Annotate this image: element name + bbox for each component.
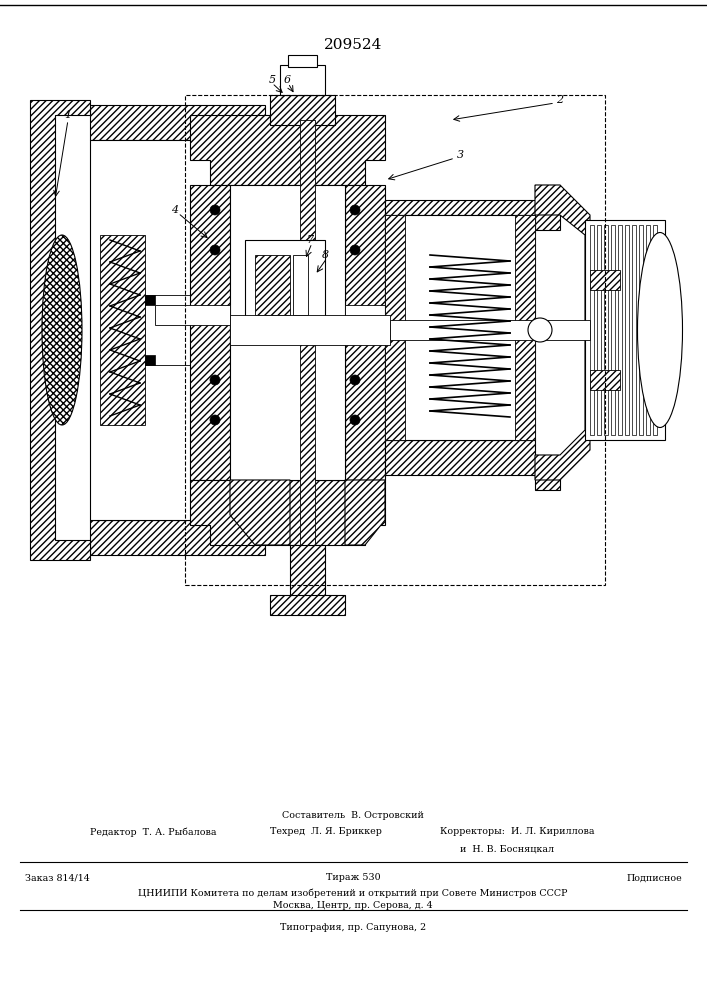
Text: 8: 8 (322, 250, 329, 260)
Bar (585, 220, 665, 440)
Circle shape (210, 205, 220, 215)
Bar (590, 225, 594, 435)
Bar (345, 185, 385, 480)
Bar (611, 225, 615, 435)
Ellipse shape (42, 235, 82, 425)
Text: Москва, Центр, пр. Серова, д. 4: Москва, Центр, пр. Серова, д. 4 (273, 900, 433, 910)
Bar (270, 95, 335, 125)
Text: Редактор  Т. А. Рыбалова: Редактор Т. А. Рыбалова (90, 827, 216, 837)
Bar (255, 255, 290, 315)
Bar (280, 65, 325, 95)
Text: ЦНИИПИ Комитета по делам изобретений и открытий при Совете Министров СССР: ЦНИИПИ Комитета по делам изобретений и о… (139, 888, 568, 898)
Bar (185, 95, 605, 585)
Bar (100, 235, 145, 425)
Text: Техред  Л. Я. Бриккер: Техред Л. Я. Бриккер (270, 828, 382, 836)
Bar (290, 545, 325, 600)
Bar (288, 55, 317, 67)
Bar (270, 595, 345, 615)
Circle shape (350, 205, 360, 215)
Polygon shape (230, 480, 290, 545)
Bar (604, 225, 608, 435)
Bar (639, 225, 643, 435)
Bar (145, 295, 270, 365)
Bar (90, 520, 265, 555)
Bar (245, 240, 325, 330)
Bar (590, 270, 620, 290)
Polygon shape (30, 100, 90, 560)
Text: Тираж 530: Тираж 530 (326, 874, 380, 882)
Bar (390, 320, 590, 340)
Bar (625, 225, 629, 435)
Bar (230, 185, 345, 480)
Polygon shape (385, 185, 560, 230)
Text: 209524: 209524 (324, 38, 382, 52)
Text: Заказ 814/14: Заказ 814/14 (25, 874, 90, 882)
Bar (632, 225, 636, 435)
Bar (653, 225, 657, 435)
Text: 2: 2 (556, 95, 563, 105)
Bar (345, 305, 390, 325)
Text: 7: 7 (306, 235, 314, 245)
Circle shape (528, 318, 552, 342)
Bar (145, 295, 155, 305)
Text: 5: 5 (269, 75, 276, 85)
Bar (646, 225, 650, 435)
Bar (230, 315, 390, 345)
Text: 6: 6 (284, 75, 291, 85)
Circle shape (210, 245, 220, 255)
Bar (515, 215, 535, 440)
Bar (597, 225, 601, 435)
Bar (618, 225, 622, 435)
Text: 3: 3 (457, 150, 464, 160)
Polygon shape (535, 185, 590, 480)
Bar (300, 120, 315, 550)
Bar (155, 305, 230, 325)
Bar (293, 255, 308, 315)
Bar (190, 185, 230, 480)
Circle shape (210, 375, 220, 385)
Text: Подписное: Подписное (626, 874, 682, 882)
Bar (90, 140, 265, 520)
Text: Корректоры:  И. Л. Кириллова: Корректоры: И. Л. Кириллова (440, 828, 595, 836)
Bar (90, 105, 265, 140)
Bar (145, 355, 155, 365)
Bar (385, 215, 535, 440)
Circle shape (210, 415, 220, 425)
Ellipse shape (638, 232, 682, 428)
Text: 1: 1 (64, 110, 71, 120)
Text: и  Н. В. Босняцкал: и Н. В. Босняцкал (460, 844, 554, 854)
Text: Типография, пр. Сапунова, 2: Типография, пр. Сапунова, 2 (280, 922, 426, 932)
Polygon shape (385, 440, 560, 490)
Polygon shape (190, 115, 385, 185)
Text: 4: 4 (171, 205, 179, 215)
Polygon shape (190, 480, 385, 545)
Bar (385, 215, 405, 440)
Circle shape (350, 415, 360, 425)
Circle shape (350, 245, 360, 255)
Text: Составитель  В. Островский: Составитель В. Островский (282, 810, 424, 820)
Bar (590, 370, 620, 390)
Polygon shape (345, 480, 385, 545)
Circle shape (350, 375, 360, 385)
